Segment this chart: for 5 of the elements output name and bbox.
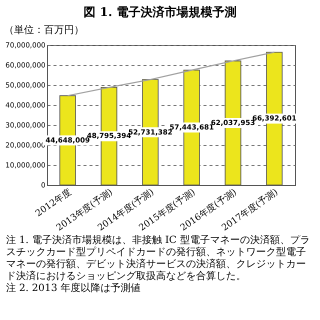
text: 注 1. 電子決済市場規模は、非接触 IC 型電子マネーの決済額、プラスチックカード型プリペイドカードの発行額、ネットワーク型電子マネーの発行額、デビット決済サービスの決済額、クレジットカード決済におけるショッピング取扱高などを合算した。 [6,235,311,282]
text: 注 2. 2013 年度以降は予測値 [6,283,142,295]
y-axis-title: （単位：百万円） [4,24,85,37]
line-series [67,52,275,96]
chart-title: 図 1. 電子決済市場規模予測 [82,4,238,21]
